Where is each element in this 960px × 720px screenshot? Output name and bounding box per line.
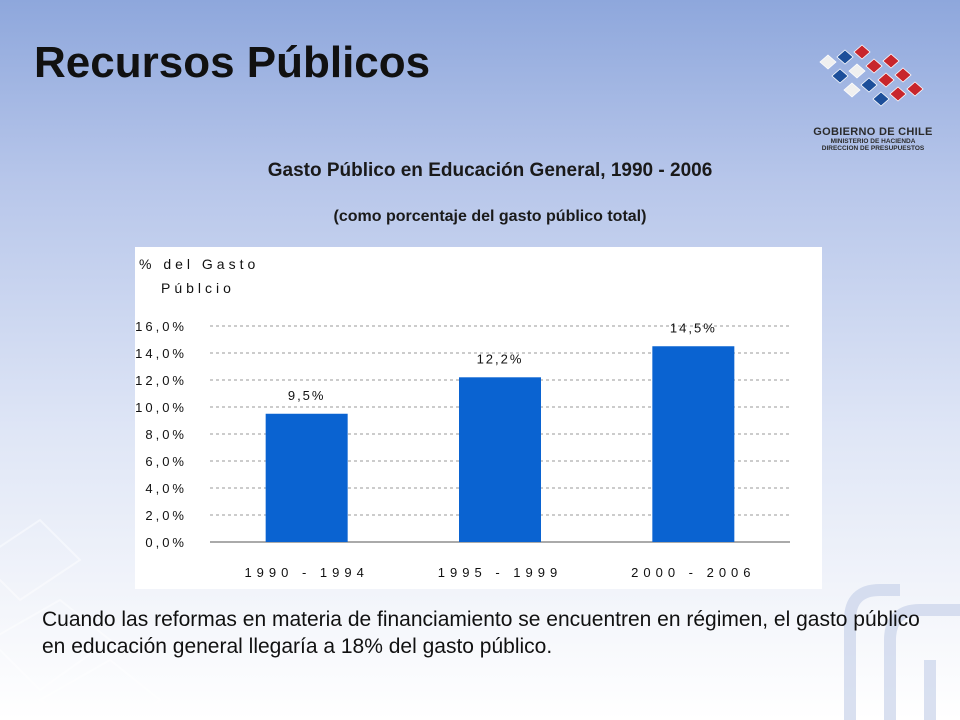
y-tick-label: 10,0% bbox=[135, 400, 187, 415]
logo-line-1: GOBIERNO DE CHILE bbox=[813, 126, 933, 138]
logo-cube bbox=[906, 81, 924, 97]
logo-cube bbox=[843, 82, 861, 98]
logo-cube bbox=[853, 44, 871, 60]
logo-cube bbox=[831, 68, 849, 84]
y-tick-label: 14,0% bbox=[135, 346, 187, 361]
logo-cube bbox=[882, 53, 900, 69]
bar bbox=[265, 413, 348, 542]
logo-cube bbox=[819, 54, 837, 70]
y-axis-label-line-2: Públcio bbox=[161, 280, 235, 296]
logo-cube bbox=[877, 72, 895, 88]
logo-cube bbox=[865, 58, 883, 74]
logo-line-2: MINISTERIO DE HACIENDA bbox=[830, 138, 916, 145]
logo-text: GOBIERNO DE CHILE MINISTERIO DE HACIENDA… bbox=[808, 126, 938, 152]
logo-cube bbox=[889, 86, 907, 102]
logo-cube bbox=[860, 77, 878, 93]
x-tick-label: 2000 - 2006 bbox=[631, 565, 755, 580]
y-tick-label: 8,0% bbox=[145, 427, 187, 442]
y-tick-label: 2,0% bbox=[145, 508, 187, 523]
gobierno-de-chile-logo bbox=[819, 44, 924, 107]
chart-subtitle: (como porcentaje del gasto público total… bbox=[333, 208, 647, 225]
data-label: 9,5% bbox=[288, 388, 326, 403]
y-axis-label-line-1: % del Gasto bbox=[139, 256, 259, 272]
slide-title: Recursos Públicos bbox=[34, 38, 431, 87]
bar bbox=[459, 377, 541, 542]
y-tick-label: 4,0% bbox=[145, 481, 187, 496]
conclusion-text: Cuando las reformas en materia de financ… bbox=[42, 608, 920, 658]
logo-cube bbox=[872, 91, 890, 107]
bar-chart: % del Gasto Públcio 0,0% 2,0% 4,0% 6,0% 8,0%… bbox=[135, 247, 822, 589]
logo-cube bbox=[848, 63, 866, 79]
data-label: 14,5% bbox=[670, 320, 717, 335]
y-tick-label: 0,0% bbox=[145, 535, 187, 550]
bar bbox=[652, 346, 735, 542]
chart-canvas: % del Gasto Públcio 0,0% 2,0% 4,0% 6,0% 8,0%… bbox=[135, 256, 790, 580]
y-tick-label: 16,0% bbox=[135, 319, 187, 334]
x-tick-label: 1995 - 1999 bbox=[438, 565, 562, 580]
y-tick-label: 6,0% bbox=[145, 454, 187, 469]
logo-cube bbox=[894, 67, 912, 83]
logo-cube bbox=[836, 49, 854, 65]
data-label: 12,2% bbox=[477, 351, 524, 366]
chart-title: Gasto Público en Educación General, 1990… bbox=[267, 160, 713, 181]
logo-line-3: DIRECCION DE PRESUPUESTOS bbox=[821, 145, 925, 152]
y-tick-label: 12,0% bbox=[135, 373, 187, 388]
x-tick-label: 1990 - 1994 bbox=[244, 565, 368, 580]
